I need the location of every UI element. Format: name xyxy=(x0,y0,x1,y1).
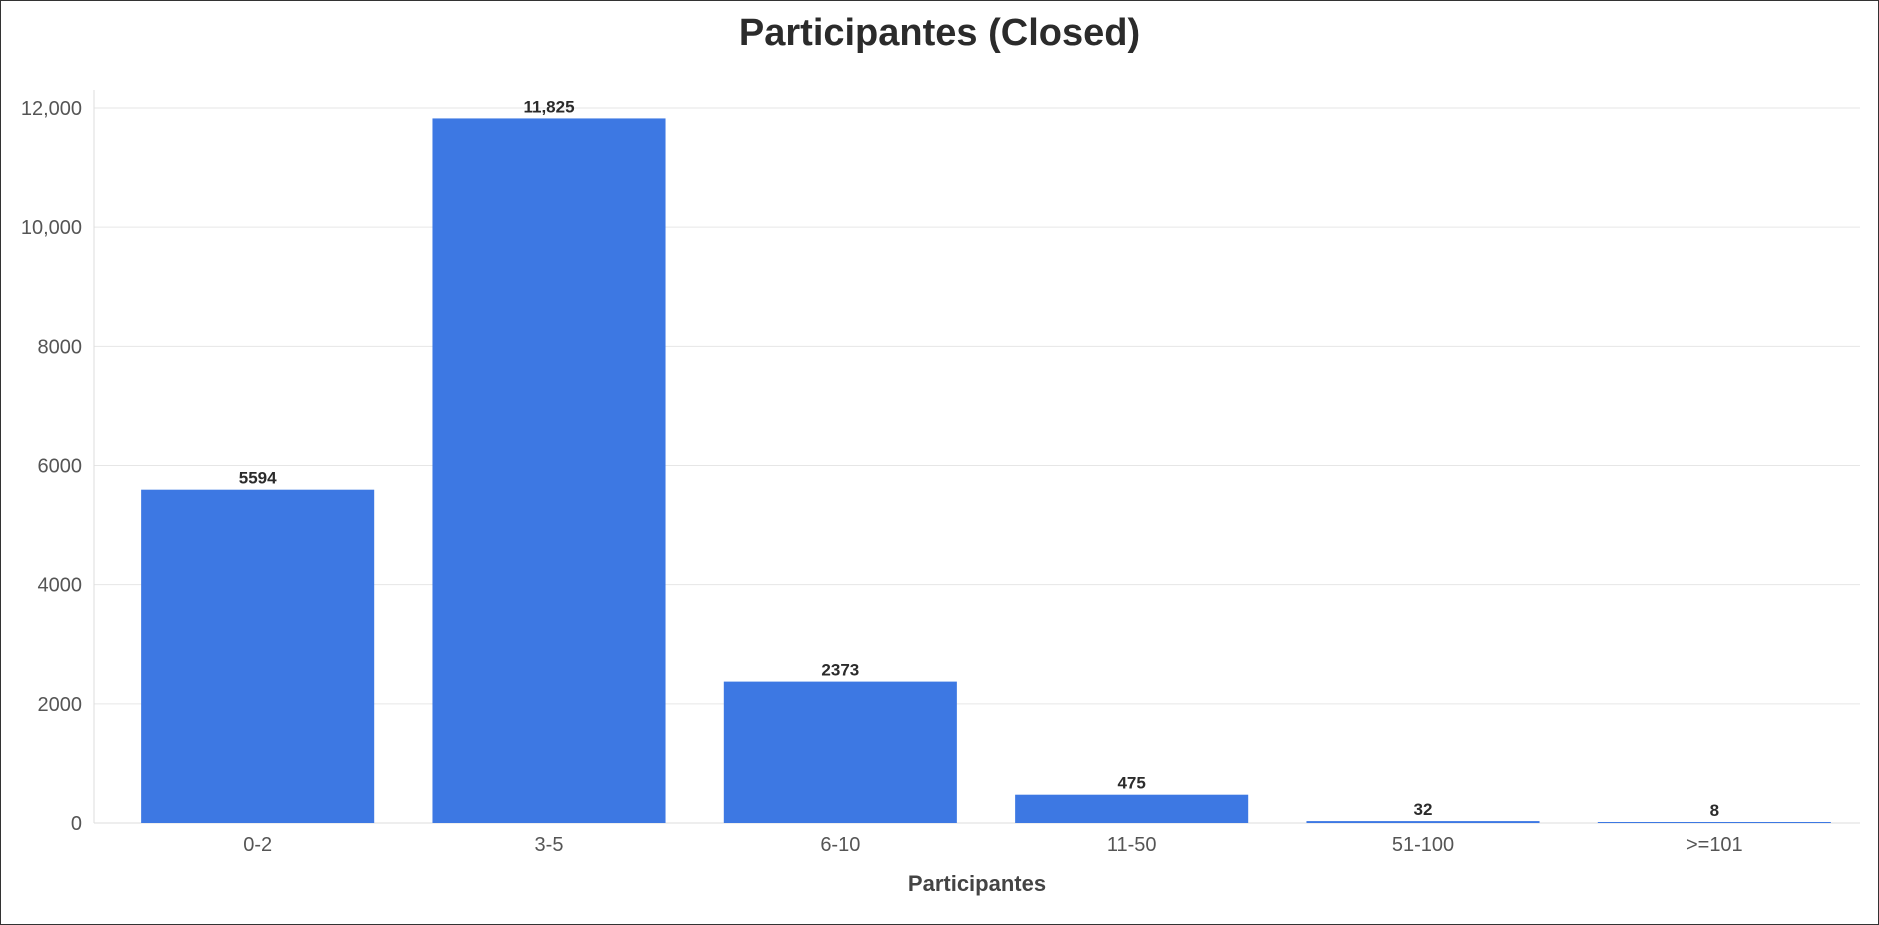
x-tick-label: 3-5 xyxy=(535,834,564,856)
y-tick-label: 4000 xyxy=(38,575,83,597)
bar-value-label: 475 xyxy=(1117,774,1145,793)
bar xyxy=(432,118,666,824)
y-tick-label: 12,000 xyxy=(21,98,82,120)
x-axis-ticks: 0-2 3-5 6-10 11-50 51-100 >=101 xyxy=(243,834,1742,856)
y-tick-label: 10,000 xyxy=(21,217,82,239)
x-tick-label: 6-10 xyxy=(820,834,860,856)
data-labels: 5594 11,825 2373 475 32 8 xyxy=(239,97,1719,820)
bars xyxy=(141,118,1831,824)
y-tick-label: 2000 xyxy=(38,694,83,716)
bar xyxy=(141,489,375,823)
x-tick-label: 51-100 xyxy=(1392,834,1454,856)
x-tick-label: 11-50 xyxy=(1107,834,1157,856)
axes xyxy=(93,90,1860,824)
chart-title: Participantes (Closed) xyxy=(738,12,1141,54)
bar-value-label: 8 xyxy=(1710,801,1719,820)
bar xyxy=(723,681,957,823)
bar-value-label: 32 xyxy=(1414,800,1433,819)
bar xyxy=(1015,794,1249,823)
bar-value-label: 11,825 xyxy=(523,97,574,116)
x-axis-title: Participantes xyxy=(908,871,1046,896)
bar xyxy=(1597,822,1831,823)
y-axis-ticks: 0 2000 4000 6000 8000 10,000 12,000 xyxy=(21,98,82,835)
bar-value-label: 5594 xyxy=(239,469,277,488)
y-tick-label: 8000 xyxy=(38,336,83,358)
y-tick-label: 6000 xyxy=(38,456,83,478)
x-tick-label: >=101 xyxy=(1686,834,1743,856)
bar xyxy=(1306,821,1540,823)
y-tick-label: 0 xyxy=(71,813,82,835)
x-tick-label: 0-2 xyxy=(243,834,272,856)
bar-value-label: 2373 xyxy=(821,661,859,680)
